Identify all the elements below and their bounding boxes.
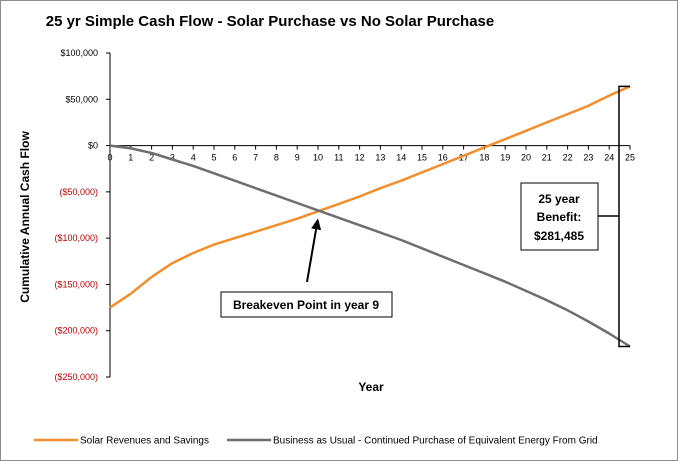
benefit-box — [520, 182, 599, 251]
x-tick-label: 15 — [417, 153, 427, 163]
legend: Solar Revenues and Savings Business as U… — [34, 436, 598, 447]
x-tick-label: 21 — [542, 153, 552, 163]
legend-label-business: Business as Usual - Continued Purchase o… — [273, 436, 598, 447]
x-tick-label: 3 — [170, 153, 175, 163]
legend-label-solar: Solar Revenues and Savings — [80, 436, 209, 447]
benefit-line-3: $281,485 — [534, 229, 584, 243]
benefit-line-2: Benefit: — [537, 210, 582, 224]
x-tick-label: 5 — [211, 153, 216, 163]
series-layer — [109, 85, 631, 348]
x-tick-label: 4 — [191, 153, 196, 163]
series-line-solar — [109, 85, 631, 309]
x-tick-label: 14 — [396, 153, 406, 163]
y-tick-label: $0 — [88, 141, 98, 151]
x-tick-label: 9 — [295, 153, 300, 163]
breakeven-label: Breakeven Point in year 9 — [233, 298, 379, 312]
breakeven-arrow — [306, 229, 318, 283]
x-axis-label: Year — [358, 380, 384, 394]
x-tick-label: 12 — [355, 153, 365, 163]
y-tick-label: $100,000 — [60, 48, 98, 58]
y-tick-label: $50,000 — [65, 94, 98, 104]
breakeven-box — [220, 291, 393, 318]
y-tick-label: ($250,000) — [54, 372, 98, 382]
x-tick-labels: 0123456789101112131415161718192021222324… — [107, 153, 635, 163]
x-tick-label: 18 — [479, 153, 489, 163]
y-tick-label: ($200,000) — [54, 326, 98, 336]
x-tick-label: 23 — [583, 153, 593, 163]
x-tick-label: 11 — [334, 153, 343, 163]
series-line-business — [109, 144, 631, 348]
x-tick-label: 22 — [563, 153, 573, 163]
x-tick-label: 7 — [253, 153, 258, 163]
y-tick-label: ($100,000) — [54, 233, 98, 243]
benefit-annotation: 25 year Benefit: $281,485 — [520, 85, 630, 348]
breakeven-annotation: Breakeven Point in year 9 — [220, 218, 393, 318]
x-tick-label: 20 — [521, 153, 531, 163]
x-tick-label: 24 — [604, 153, 614, 163]
y-axis-label: Cumulative Annual Cash Flow — [18, 131, 32, 303]
x-tick-label: 2 — [149, 153, 154, 163]
x-tick-label: 25 — [625, 153, 635, 163]
axes — [106, 52, 631, 378]
breakeven-arrowhead — [311, 218, 322, 231]
y-tick-label: ($50,000) — [59, 187, 98, 197]
y-tick-label: ($150,000) — [54, 279, 98, 289]
x-tick-label: 1 — [128, 153, 133, 163]
y-tick-labels: $100,000 $50,000 $0 ($50,000) ($100,000) ($15… — [54, 48, 98, 382]
x-tick-label: 16 — [438, 153, 448, 163]
x-tick-label: 6 — [232, 153, 237, 163]
chart-title: 25 yr Simple Cash Flow - Solar Purchase … — [46, 13, 495, 30]
x-tick-label: 8 — [274, 153, 279, 163]
x-tick-label: 19 — [500, 153, 510, 163]
benefit-line-1: 25 year — [538, 192, 580, 206]
x-tick-label: 17 — [459, 153, 469, 163]
x-tick-label: 13 — [375, 153, 385, 163]
benefit-bracket — [618, 85, 630, 348]
x-tick-label: 10 — [313, 153, 323, 163]
